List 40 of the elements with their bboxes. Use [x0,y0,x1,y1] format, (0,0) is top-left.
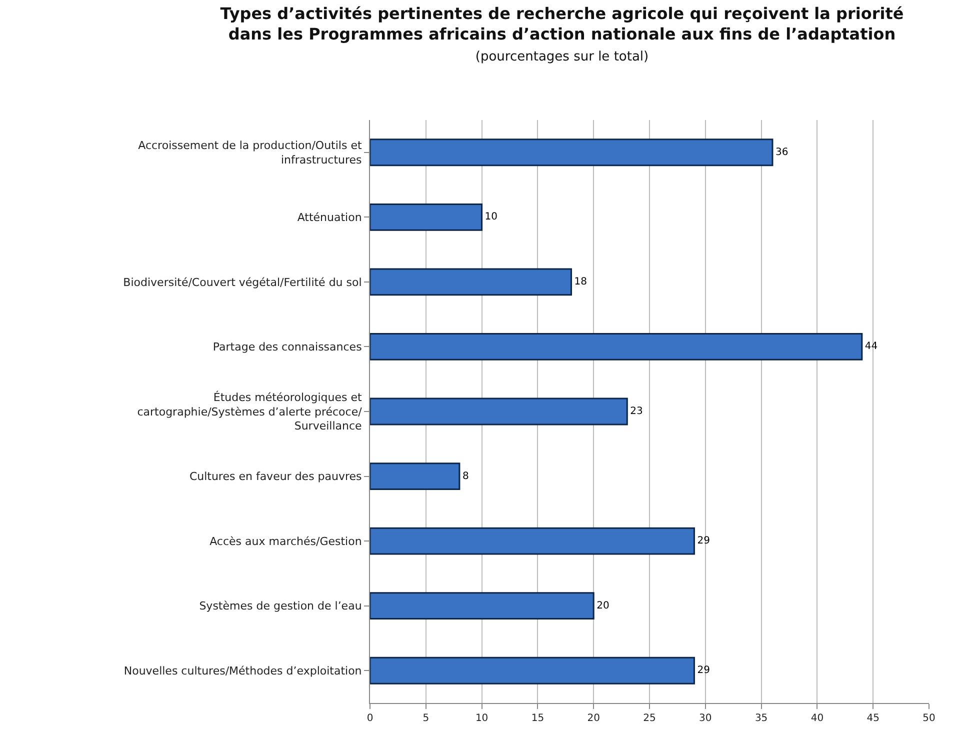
y-tick-label: Accès aux marchés/Gestion [210,534,362,548]
y-tick-label: Cultures en faveur des pauvres [189,470,362,484]
x-tick-label: 40 [810,713,824,724]
bar [370,138,774,166]
bar [370,203,483,231]
x-tick-label: 10 [475,713,488,724]
data-label: 36 [775,146,788,158]
chart-subtitle: (pourcentages sur le total) [475,49,649,64]
x-tick-label: 45 [866,713,880,724]
x-tick-label: 20 [587,713,600,724]
bar [370,333,863,360]
chart-title: Types d’activités pertinentes de recherche agricole qui reçoivent la priorité dans les Programmes africains d’action nationale aux fins de l’adaptation [220,4,904,44]
data-label: 23 [630,406,643,417]
y-tick-label: Accroissement de la production/Outils et infrastructures [138,139,362,166]
bar [370,398,628,426]
y-tick-label: Systèmes de gestion de l’eau [199,600,362,613]
data-label: 20 [596,600,610,612]
bar [370,656,695,684]
x-tick-label: 5 [422,713,430,724]
x-tick-label: 15 [531,713,544,724]
data-label: 29 [697,665,710,676]
x-tick-label: 35 [754,713,768,724]
data-label: 29 [697,536,710,547]
y-tick-label: Biodiversité/Couvert végétal/Fertilité du sol [123,276,362,289]
bar [370,462,460,490]
x-tick-label: 30 [699,713,712,724]
y-tick-label: Atténuation [297,211,362,224]
bar [370,592,594,620]
data-label: 10 [484,212,498,223]
y-tick-label: Nouvelles cultures/Méthodes d’exploitation [124,664,362,678]
data-label: 44 [864,341,878,352]
x-tick-label: 0 [366,713,374,724]
y-tick-label: Partage des connaissances [212,340,362,354]
bar [370,268,572,296]
data-label: 18 [574,276,587,288]
y-tick-label: Études météorologiques et cartographie/Systèmes d’alerte précoce/ Surveillance [137,390,362,433]
data-label: 8 [462,470,469,482]
x-tick-label: 50 [922,713,936,724]
x-tick-label: 25 [643,713,656,724]
bar [370,527,695,555]
